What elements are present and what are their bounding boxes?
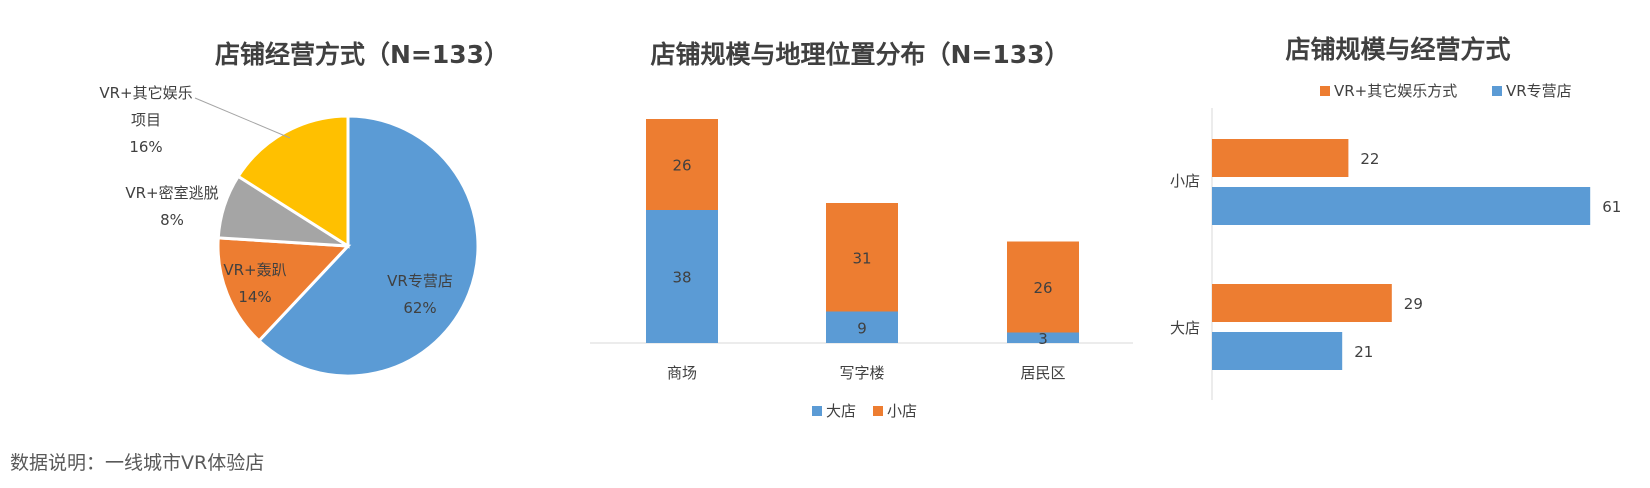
pie-slice-label: VR+密室逃脱 — [125, 184, 218, 202]
bar-value-label: 3 — [1038, 330, 1048, 348]
pie-chart-title: 店铺经营方式（N=133） — [215, 40, 509, 69]
stacked-bar-large-store — [646, 210, 718, 343]
pie-leader-line — [194, 97, 291, 139]
hbar-vr-plus-other — [1212, 284, 1392, 322]
x-tick-label: 写字楼 — [839, 364, 884, 382]
legend-label: VR专营店 — [1506, 82, 1572, 100]
bar-value-label: 31 — [852, 249, 871, 267]
pie-slice-label: VR+其它娱乐 — [99, 84, 192, 102]
pie-slice-label: 项目 — [131, 111, 161, 129]
pie-slice-4 — [236, 114, 350, 249]
stacked-chart-title: 店铺规模与地理位置分布（N=133） — [650, 40, 1069, 69]
y-tick-label: 大店 — [1170, 319, 1200, 337]
pie-slice-value-label: 62% — [403, 299, 436, 317]
bar-value-label: 29 — [1404, 295, 1423, 313]
bar-value-label: 26 — [1033, 279, 1052, 297]
bar-value-label: 9 — [857, 319, 867, 337]
bar-value-label: 22 — [1360, 150, 1379, 168]
bar-value-label: 38 — [672, 269, 691, 287]
hbar-vr-only — [1212, 187, 1591, 225]
legend-swatch — [1320, 86, 1330, 96]
legend-swatch — [1492, 86, 1502, 96]
legend-label: VR+其它娱乐方式 — [1334, 82, 1457, 100]
stacked-bar-large-store — [826, 311, 898, 343]
stacked-bar-small-store — [1007, 241, 1079, 333]
bar-value-label: 61 — [1602, 198, 1621, 216]
hbar-vr-plus-other — [1212, 139, 1349, 177]
x-tick-label: 商场 — [667, 364, 697, 382]
pie-slice-1 — [256, 114, 480, 378]
hbar-vr-only — [1212, 332, 1343, 370]
legend-label: 小店 — [887, 402, 917, 420]
stacked-bar-small-store — [646, 119, 718, 210]
stacked-bar-large-store — [1007, 332, 1079, 343]
pie-slice-label: VR+轰趴 — [223, 261, 286, 279]
pie-slice-value-label: 14% — [238, 288, 271, 306]
legend-swatch — [812, 406, 822, 416]
data-note: 数据说明：一线城市VR体验店 — [10, 452, 265, 474]
bar-value-label: 21 — [1354, 343, 1373, 361]
hbar-chart-title: 店铺规模与经营方式 — [1285, 35, 1510, 64]
bar-value-label: 26 — [672, 157, 691, 175]
legend-swatch — [873, 406, 883, 416]
pie-chart: 店铺经营方式（N=133） VR专营店 62% VR+轰趴 14% VR+密室逃脱 8% V… — [99, 40, 509, 378]
y-tick-label: 小店 — [1170, 172, 1200, 190]
pie-slice-2 — [216, 236, 352, 343]
pie-slice-label: VR专营店 — [387, 272, 453, 290]
x-tick-label: 居民区 — [1020, 364, 1065, 382]
legend-label: 大店 — [826, 402, 856, 420]
stacked-bar-small-store — [826, 203, 898, 312]
pie-slice-value-label: 8% — [160, 211, 184, 229]
horizontal-bar-chart: 店铺规模与经营方式 小店 22 61 大店 29 21 VR+其它娱乐方式 VR专营店 — [1170, 35, 1621, 400]
pie-slice-value-label: 16% — [129, 138, 162, 156]
